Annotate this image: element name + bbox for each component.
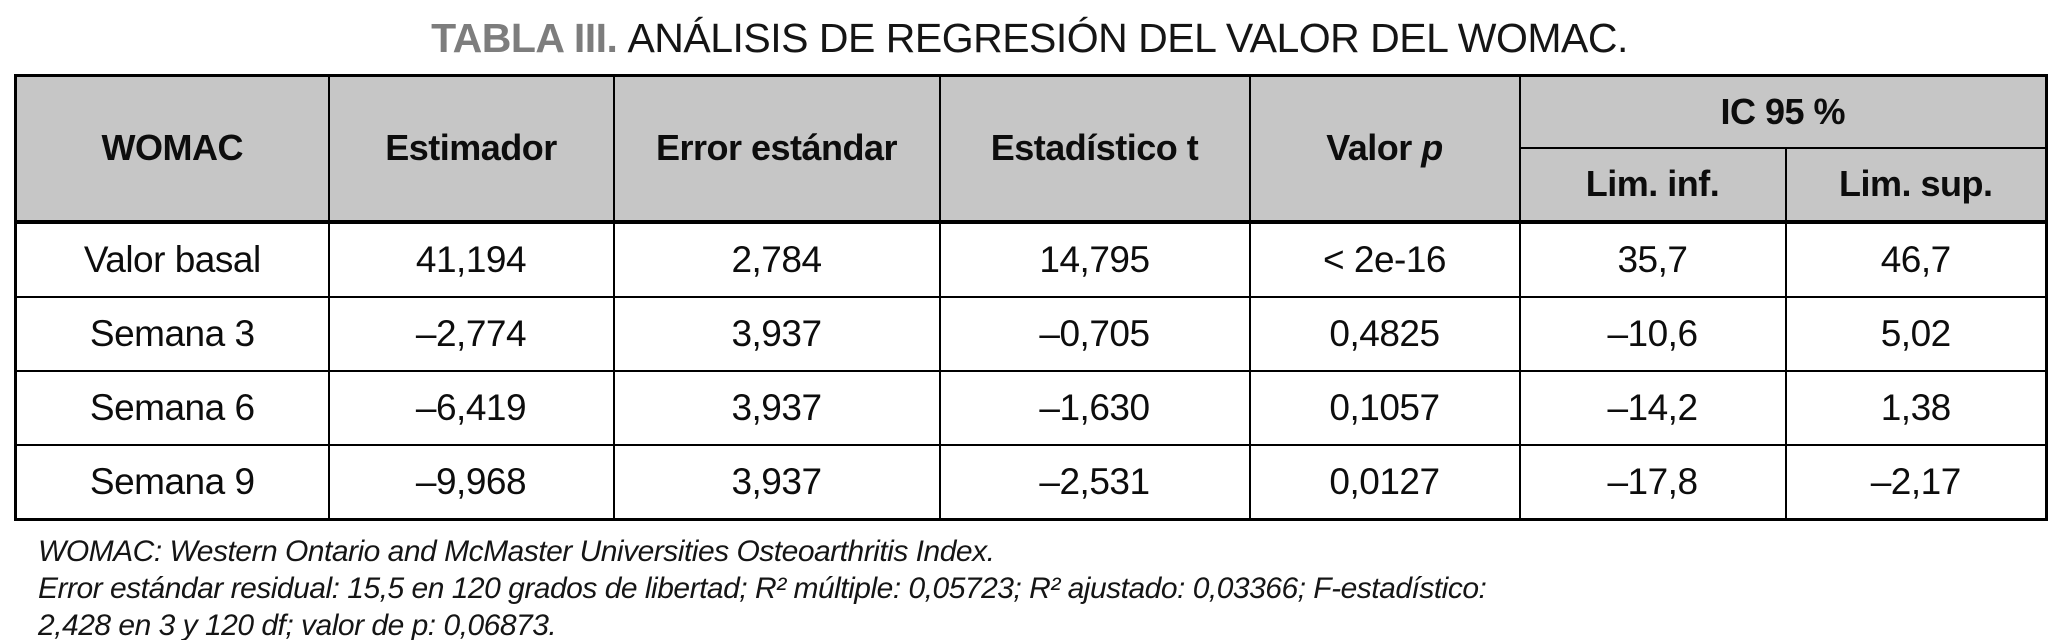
footnote-model-stats-line1: Error estándar residual: 15,5 en 120 gra… bbox=[38, 571, 1487, 605]
cell-estadistico-t: –0,705 bbox=[938, 295, 1251, 372]
col-header-lim-inf: Lim. inf. bbox=[1518, 146, 1787, 223]
cell-lim-sup: 5,02 bbox=[1784, 295, 2048, 372]
cell-error-estandar: 3,937 bbox=[612, 369, 941, 446]
cell-valor-p: < 2e-16 bbox=[1248, 220, 1521, 298]
table-row-semana-6: Semana 6 –6,419 3,937 –1,630 0,1057 –14,… bbox=[14, 369, 2048, 446]
cell-estadistico-t: –1,630 bbox=[938, 369, 1251, 446]
table-row-valor-basal: Valor basal 41,194 2,784 14,795 < 2e-16 … bbox=[14, 220, 2048, 298]
cell-error-estandar: 3,937 bbox=[612, 295, 941, 372]
col-header-estadistico-t: Estadístico t bbox=[938, 74, 1251, 223]
cell-estimador: 41,194 bbox=[327, 220, 615, 298]
col-header-estimador: Estimador bbox=[327, 74, 615, 223]
cell-row-label: Semana 6 bbox=[14, 369, 330, 446]
col-header-valor-p: Valor p bbox=[1248, 74, 1521, 223]
valor-p-prefix: Valor bbox=[1326, 127, 1412, 169]
cell-lim-sup: 1,38 bbox=[1784, 369, 2048, 446]
col-header-error-estandar: Error estándar bbox=[612, 74, 941, 223]
cell-estimador: –2,774 bbox=[327, 295, 615, 372]
cell-lim-sup: –2,17 bbox=[1784, 443, 2048, 521]
table-footnotes: WOMAC: Western Ontario and McMaster Univ… bbox=[38, 533, 2059, 640]
cell-error-estandar: 3,937 bbox=[612, 443, 941, 521]
col-header-womac: WOMAC bbox=[14, 74, 330, 223]
cell-row-label: Semana 9 bbox=[14, 443, 330, 521]
footnote-model-stats-line2: 2,428 en 3 y 120 df; valor de p: 0,06873… bbox=[38, 608, 557, 640]
regression-analysis-table: WOMAC Estimador Error estándar Estadísti… bbox=[14, 74, 2048, 521]
valor-p-symbol: p bbox=[1421, 127, 1443, 169]
table-body: Valor basal 41,194 2,784 14,795 < 2e-16 … bbox=[14, 220, 2048, 521]
cell-row-label: Valor basal bbox=[14, 220, 330, 298]
cell-row-label: Semana 3 bbox=[14, 295, 330, 372]
cell-valor-p: 0,0127 bbox=[1248, 443, 1521, 521]
table-title: TABLA III. ANÁLISIS DE REGRESIÓN DEL VALO… bbox=[0, 0, 2059, 61]
footnote-womac-definition: WOMAC: Western Ontario and McMaster Univ… bbox=[38, 534, 995, 568]
table-row-semana-9: Semana 9 –9,968 3,937 –2,531 0,0127 –17,… bbox=[14, 443, 2048, 521]
col-header-ic95: IC 95 % bbox=[1518, 74, 2048, 149]
cell-error-estandar: 2,784 bbox=[612, 220, 941, 298]
cell-lim-inf: –10,6 bbox=[1518, 295, 1787, 372]
cell-lim-inf: –17,8 bbox=[1518, 443, 1787, 521]
cell-estadistico-t: –2,531 bbox=[938, 443, 1251, 521]
cell-estimador: –6,419 bbox=[327, 369, 615, 446]
cell-estadistico-t: 14,795 bbox=[938, 220, 1251, 298]
cell-valor-p: 0,1057 bbox=[1248, 369, 1521, 446]
table-header: WOMAC Estimador Error estándar Estadísti… bbox=[14, 74, 2048, 223]
cell-valor-p: 0,4825 bbox=[1248, 295, 1521, 372]
cell-lim-inf: 35,7 bbox=[1518, 220, 1787, 298]
table-title-label: TABLA III. bbox=[431, 15, 618, 61]
cell-lim-inf: –14,2 bbox=[1518, 369, 1787, 446]
table-row-semana-3: Semana 3 –2,774 3,937 –0,705 0,4825 –10,… bbox=[14, 295, 2048, 372]
cell-lim-sup: 46,7 bbox=[1784, 220, 2048, 298]
table-title-caption: ANÁLISIS DE REGRESIÓN DEL VALOR DEL WOMA… bbox=[627, 15, 1628, 61]
col-header-lim-sup: Lim. sup. bbox=[1784, 146, 2048, 223]
cell-estimador: –9,968 bbox=[327, 443, 615, 521]
